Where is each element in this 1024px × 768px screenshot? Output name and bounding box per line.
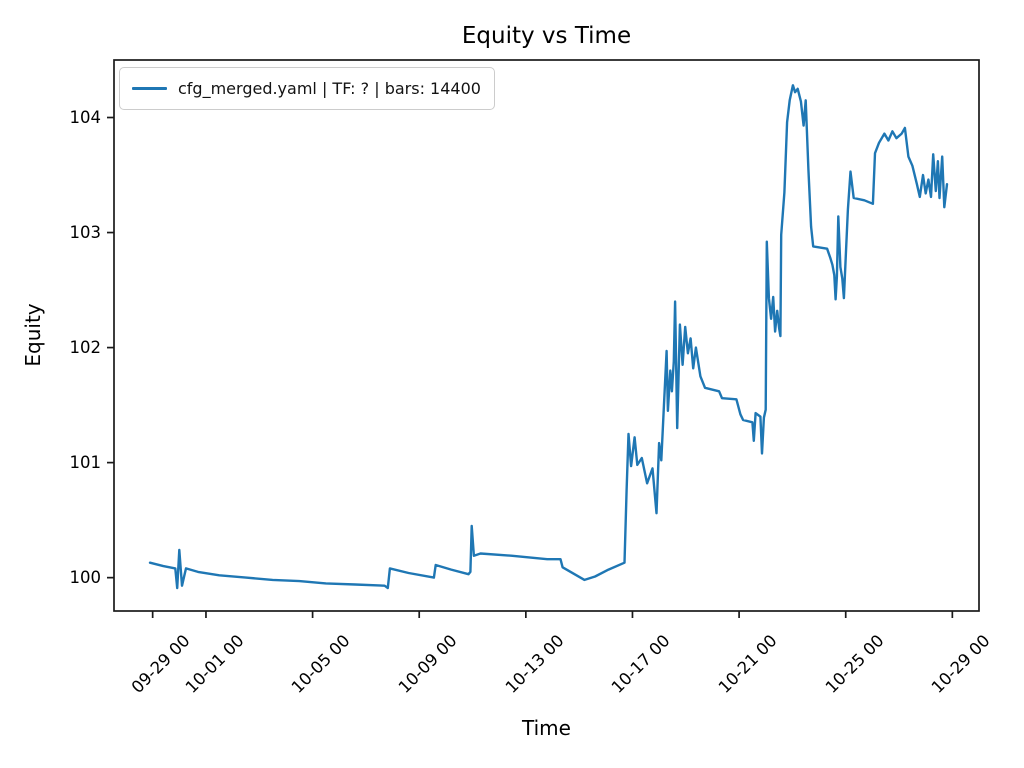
- legend-entry-label: cfg_merged.yaml | TF: ? | bars: 14400: [178, 79, 481, 98]
- y-tick-label: 103: [69, 222, 102, 242]
- legend-box: cfg_merged.yaml | TF: ? | bars: 14400: [119, 67, 495, 110]
- chart-title: Equity vs Time: [461, 23, 632, 49]
- y-axis-label: Equity: [21, 303, 45, 367]
- plot-frame: [113, 59, 980, 612]
- equity-line: [148, 84, 949, 590]
- y-tick-label: 102: [69, 337, 102, 357]
- y-tick-label: 100: [69, 567, 102, 587]
- legend-line-sample: [132, 86, 167, 91]
- y-tick-label: 101: [69, 452, 102, 472]
- y-tick-label: 104: [69, 107, 102, 127]
- x-axis-label: Time: [522, 716, 571, 740]
